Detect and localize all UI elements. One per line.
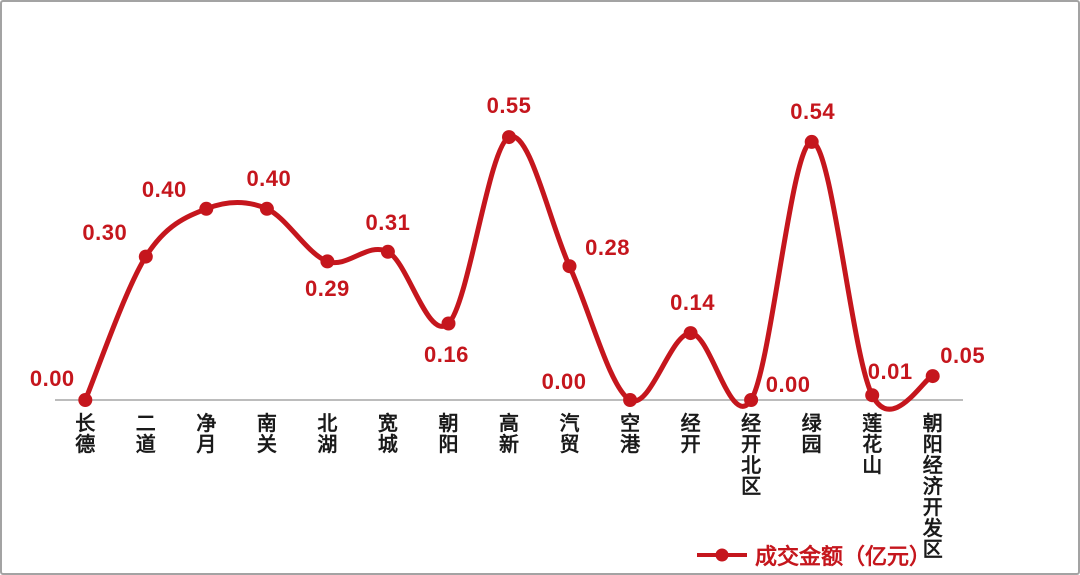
x-axis-label-char: 花 <box>862 434 883 456</box>
data-value-label: 0.05 <box>940 343 986 369</box>
x-axis-label: 汽贸 <box>560 414 580 456</box>
x-axis-label-char: 宽 <box>377 413 398 435</box>
x-axis-label-char: 港 <box>620 434 641 456</box>
x-axis-label-char: 济 <box>922 476 943 498</box>
legend-line-marker-icon <box>696 547 748 563</box>
data-point-marker <box>138 249 153 264</box>
x-axis-label-char: 城 <box>377 434 398 456</box>
x-axis-label-char: 开 <box>680 434 701 456</box>
x-axis-label-char: 绿 <box>801 413 822 435</box>
x-axis-label-char: 开 <box>741 434 762 456</box>
x-axis-label: 空港 <box>620 414 640 456</box>
data-point-marker <box>623 393 638 407</box>
data-value-label: 0.00 <box>29 366 75 391</box>
data-value-label: 0.16 <box>424 341 469 367</box>
data-value-label: 0.30 <box>82 219 128 245</box>
x-axis-label: 经开 <box>681 414 701 456</box>
x-axis-label-char: 经 <box>741 413 762 435</box>
x-axis-label-char: 汽 <box>559 413 580 435</box>
x-axis-label-char: 发 <box>922 518 943 540</box>
x-axis-label-char: 阳 <box>438 434 459 456</box>
x-axis-label: 经开北区 <box>741 414 761 498</box>
data-point-marker <box>259 201 274 216</box>
x-axis-label-char: 北 <box>741 455 762 477</box>
x-axis-label: 莲花山 <box>862 414 882 477</box>
x-axis-label-char: 净 <box>196 413 217 435</box>
data-value-label: 0.00 <box>765 372 811 397</box>
data-value-label: 0.40 <box>246 165 292 191</box>
data-point-marker <box>502 130 516 145</box>
data-value-label: 0.01 <box>867 359 913 385</box>
x-axis-label-char: 贸 <box>559 434 580 456</box>
x-axis-label-char: 新 <box>499 434 519 456</box>
x-axis-label-char: 空 <box>620 413 641 435</box>
x-axis-label-char: 区 <box>741 476 762 498</box>
data-point-marker <box>925 369 940 384</box>
data-value-label: 0.14 <box>670 290 716 316</box>
x-axis-label-char: 区 <box>922 539 943 561</box>
x-axis-label-char: 二 <box>135 413 156 435</box>
x-axis-label-char: 山 <box>862 455 883 477</box>
x-axis-label: 绿园 <box>802 414 822 456</box>
x-axis-label-char: 莲 <box>862 413 883 435</box>
data-value-label: 0.54 <box>790 98 836 124</box>
data-point-marker <box>320 254 335 269</box>
x-axis-label: 北湖 <box>317 414 337 456</box>
x-axis-label: 朝阳 <box>438 414 458 456</box>
x-axis-label: 长德 <box>75 414 95 456</box>
data-value-label: 0.00 <box>541 369 587 394</box>
x-axis-label-char: 湖 <box>317 434 338 456</box>
series-line <box>82 134 936 412</box>
data-point-marker <box>683 326 698 341</box>
x-axis-label: 朝阳经济开发区 <box>923 414 943 561</box>
x-axis-label-char: 月 <box>196 434 217 456</box>
x-axis-label-char: 阳 <box>922 434 943 456</box>
x-axis-label-char: 北 <box>317 413 338 435</box>
data-point-marker <box>865 388 880 403</box>
data-value-label: 0.40 <box>141 176 187 202</box>
x-axis-label-char: 朝 <box>922 413 943 435</box>
x-axis-label-char: 德 <box>75 434 96 456</box>
x-axis-label: 高新 <box>499 414 519 456</box>
x-axis-label-char: 朝 <box>438 413 459 435</box>
data-value-label: 0.55 <box>486 93 532 119</box>
x-axis-label: 宽城 <box>378 414 398 456</box>
x-axis-label-char: 关 <box>256 434 277 456</box>
data-point-marker <box>380 244 395 259</box>
legend-label: 成交金额（亿元） <box>755 544 932 569</box>
x-axis-label-char: 高 <box>499 413 519 435</box>
x-axis-label-char: 道 <box>135 434 156 456</box>
x-axis-label-char: 经 <box>922 455 943 477</box>
x-axis-label-char: 开 <box>922 497 943 519</box>
data-point-marker <box>804 134 819 149</box>
x-axis-label-char: 南 <box>256 413 277 435</box>
data-point-marker <box>199 201 214 216</box>
x-axis-label: 净月 <box>196 414 216 456</box>
data-value-label: 0.28 <box>585 235 630 261</box>
x-axis-label-char: 长 <box>75 413 96 435</box>
data-point-marker <box>78 393 93 407</box>
x-axis-label-char: 经 <box>680 413 701 435</box>
data-point-marker <box>562 259 577 274</box>
data-value-label: 0.29 <box>304 276 350 302</box>
x-axis-label: 二道 <box>136 414 156 456</box>
x-axis-label-char: 园 <box>801 434 822 456</box>
legend: 成交金额（亿元） <box>696 539 931 571</box>
data-point-marker <box>744 393 759 407</box>
data-point-marker <box>441 316 456 331</box>
data-value-label: 0.31 <box>365 209 411 235</box>
x-axis-label: 南关 <box>257 414 277 456</box>
